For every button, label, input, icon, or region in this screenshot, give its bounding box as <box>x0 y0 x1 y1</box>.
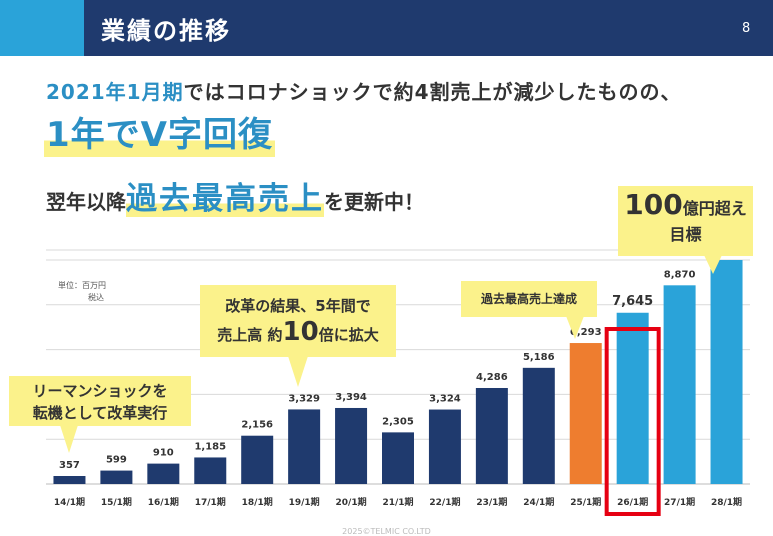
bar <box>616 312 649 484</box>
x-tick-label: 27/1期 <box>664 496 695 508</box>
header-bar: 業績の推移 8 <box>0 0 773 56</box>
bar <box>382 432 414 484</box>
bar <box>335 407 368 484</box>
x-tick-label: 15/1期 <box>101 496 132 508</box>
bar <box>522 367 555 484</box>
bar <box>288 409 321 484</box>
callout-target: 100億円超え 目標 <box>618 186 753 256</box>
x-tick-label: 28/1期 <box>711 496 742 508</box>
pointer-lehman <box>60 425 78 453</box>
x-tick-label: 20/1期 <box>336 496 367 508</box>
unit-note-line2: 税込 <box>88 293 104 302</box>
callout-target-line2: 目標 <box>669 225 702 244</box>
value-label: 599 <box>106 455 127 466</box>
callout-target-line1: 100億円超え <box>618 191 753 222</box>
callout-lehman: リーマンショックを 転機として改革実行 <box>9 376 191 426</box>
callout-lehman-line1: リーマンショックを <box>32 382 168 400</box>
bar <box>100 470 133 484</box>
headline-line3-post: を更新中！ <box>324 190 424 214</box>
bar <box>194 457 227 484</box>
x-tick-label: 22/1期 <box>429 496 460 508</box>
bar <box>53 476 86 484</box>
callout-reform-line1: 改革の結果、5年間で <box>225 297 371 315</box>
callout-pointers <box>60 255 722 453</box>
unit-note-line1: 単位：百万円 <box>58 281 106 290</box>
page-title: 業績の推移 <box>101 17 231 45</box>
value-label: 4,286 <box>476 372 508 383</box>
callout-reform-big: 10 <box>282 317 319 347</box>
pointer-reform <box>288 356 308 387</box>
x-tick-label: 14/1期 <box>54 496 85 508</box>
value-label: 8,870 <box>664 269 696 280</box>
value-labels-group: 357 599 910 1,185 2,156 3,329 3,394 2,305 3,324 4… <box>59 269 695 471</box>
value-label: 357 <box>59 460 80 471</box>
headline-line1: 2021年1月期ではコロナショックで約4割売上が減少したものの、 <box>46 76 682 105</box>
bar <box>428 409 461 484</box>
value-label: 7,645 <box>612 294 653 309</box>
x-tick-label: 19/1期 <box>289 496 320 508</box>
value-label: 6,293 <box>570 327 602 338</box>
x-tick-label: 24/1期 <box>523 496 554 508</box>
value-label: 2,156 <box>241 420 273 431</box>
callout-reform-pre: 売上高 約 <box>217 326 283 344</box>
callout-target-rest: 億円超え <box>682 199 747 218</box>
x-tick-label: 18/1期 <box>242 496 273 508</box>
callout-target-big: 100 <box>624 188 683 221</box>
bar <box>147 463 180 484</box>
value-label: 1,185 <box>194 441 226 452</box>
value-label: 910 <box>153 448 174 459</box>
bar <box>475 387 508 484</box>
x-tick-label: 25/1期 <box>570 496 601 508</box>
bar-target <box>710 260 743 484</box>
callout-record: 過去最高売上達成 <box>461 281 597 317</box>
bar <box>569 343 602 484</box>
callout-reform-post: 倍に拡大 <box>318 326 379 344</box>
x-tick-labels-group: 14/1期 15/1期 16/1期 17/1期 18/1期 19/1期 20/1期 21/1期… <box>54 496 742 508</box>
callout-lehman-line2: 転機として改革実行 <box>32 404 168 422</box>
x-tick-label: 21/1期 <box>382 496 413 508</box>
headline-line3-emph: 過去最高売上 <box>126 181 324 217</box>
headline-line3: 翌年以降過去最高売上を更新中！ <box>46 180 424 221</box>
x-tick-label: 23/1期 <box>476 496 507 508</box>
copyright: 2025©TELMIC CO.LTD <box>342 527 431 536</box>
headline-line2: 1年でV字回復 <box>44 113 275 157</box>
x-tick-label: 17/1期 <box>195 496 226 508</box>
highlight-box <box>604 327 661 516</box>
headline-period: 2021年1月期 <box>46 80 184 104</box>
page-number: 8 <box>742 21 751 36</box>
headline-line1-rest: ではコロナショックで約4割売上が減少したものの、 <box>183 80 682 104</box>
callout-reform-line2: 売上高 約10倍に拡大 <box>200 319 396 348</box>
header-accent <box>0 0 84 56</box>
value-label: 2,305 <box>382 416 414 427</box>
x-tick-label: 16/1期 <box>148 496 179 508</box>
bars-group <box>53 260 743 516</box>
callout-reform: 改革の結果、5年間で 売上高 約10倍に拡大 <box>200 285 396 357</box>
pointer-record <box>566 316 584 339</box>
value-label: 5,186 <box>523 352 555 363</box>
bar <box>663 285 696 484</box>
bar <box>241 435 274 484</box>
headline-line3-pre: 翌年以降 <box>46 190 126 214</box>
x-tick-label: 26/1期 <box>617 496 648 508</box>
pointer-target <box>704 255 722 274</box>
unit-note: 単位：百万円税込 <box>58 280 106 304</box>
value-label: 3,324 <box>429 394 461 405</box>
value-label: 3,394 <box>335 392 367 403</box>
value-label: 3,329 <box>288 393 320 404</box>
